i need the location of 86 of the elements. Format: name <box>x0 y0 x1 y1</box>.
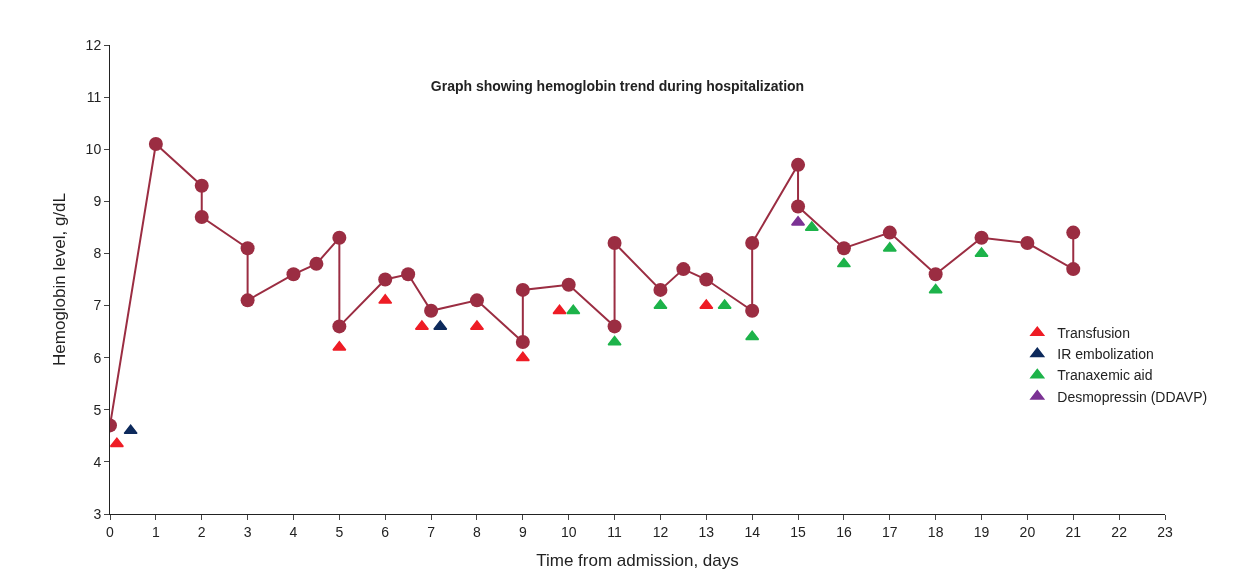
point <box>332 340 347 351</box>
point <box>515 351 530 362</box>
point <box>148 137 163 151</box>
point <box>928 283 943 294</box>
point <box>717 299 732 310</box>
point <box>424 303 439 318</box>
text: Graph showing hemoglobin trend during hospitalization <box>430 77 805 94</box>
legend-label: IR embolization <box>1057 346 1154 363</box>
x-tick-label: 2 <box>197 523 206 540</box>
x-tick-label: 13 <box>698 523 715 540</box>
point <box>676 262 691 277</box>
point <box>286 267 301 282</box>
point <box>607 236 622 251</box>
point <box>928 267 943 282</box>
point <box>378 272 393 287</box>
x-tick-label: 20 <box>1019 523 1036 540</box>
x-tick-label: 16 <box>836 523 852 540</box>
x-tick-label: 10 <box>560 523 577 540</box>
point <box>607 335 622 346</box>
point <box>194 209 209 224</box>
point <box>791 157 806 172</box>
point <box>1066 225 1081 240</box>
point <box>1066 262 1081 277</box>
point <box>332 230 347 245</box>
y-tick-label: 12 <box>85 36 102 53</box>
x-tick-label: 18 <box>927 523 944 540</box>
point <box>745 303 760 318</box>
x-tick-label: 9 <box>518 523 527 540</box>
y-tick-label: 11 <box>86 89 102 106</box>
x-tick-label: 4 <box>289 523 298 540</box>
point <box>882 225 897 240</box>
point <box>332 319 347 334</box>
x-tick-label: 17 <box>881 523 898 540</box>
point <box>699 272 714 287</box>
x-tick-label: 22 <box>1111 523 1128 540</box>
x-tick-label: 3 <box>243 523 252 540</box>
point <box>240 293 255 308</box>
x-tick-label: 7 <box>427 523 436 540</box>
y-axis-title: Hemoglobin level, g/dL <box>50 193 70 366</box>
x-tick-label: 21 <box>1065 523 1082 540</box>
y-tick-label: 6 <box>93 349 102 366</box>
point <box>566 304 581 315</box>
point <box>745 330 760 341</box>
point <box>974 230 989 245</box>
point <box>309 256 324 271</box>
x-tick-label: 23 <box>1157 523 1173 540</box>
legend-label: Transfusion <box>1057 325 1130 342</box>
point <box>515 282 530 297</box>
x-axis-title: Time from admission, days <box>536 551 739 571</box>
point <box>110 437 124 448</box>
legend-label: Desmopressin (DDAVP) <box>1057 388 1208 405</box>
point <box>699 299 714 310</box>
legend-label: Tranaxemic aid <box>1057 367 1153 384</box>
x-tick-label: 19 <box>973 523 990 540</box>
x-tick-label: 5 <box>335 523 344 540</box>
y-tick-label: 9 <box>93 193 102 210</box>
x-tick-label: 0 <box>106 523 115 540</box>
x-tick-label: 6 <box>381 523 390 540</box>
x-tick-label: 11 <box>607 523 623 540</box>
point <box>561 277 576 292</box>
y-tick-label: 4 <box>93 453 102 470</box>
y-tick-label: 10 <box>85 141 102 158</box>
x-tick-label: 14 <box>744 523 761 540</box>
point <box>552 304 567 315</box>
y-tick-label: 3 <box>93 505 102 522</box>
point <box>607 319 622 334</box>
point <box>882 241 897 252</box>
x-tick-label: 8 <box>473 523 482 540</box>
y-tick-label: 8 <box>93 245 102 262</box>
y-tick-label: 7 <box>93 297 102 314</box>
point <box>194 178 209 193</box>
point <box>240 241 255 256</box>
x-tick-label: 1 <box>151 523 160 540</box>
point <box>1020 236 1035 251</box>
point <box>469 293 484 308</box>
x-tick-label: 15 <box>790 523 807 540</box>
point <box>653 299 668 310</box>
point <box>653 282 668 297</box>
y-tick-label: 5 <box>93 401 102 418</box>
point <box>745 236 760 251</box>
point <box>791 199 806 214</box>
point <box>836 241 851 256</box>
point <box>515 335 530 350</box>
point <box>401 267 416 282</box>
x-tick-label: 12 <box>652 523 669 540</box>
point <box>123 424 138 435</box>
